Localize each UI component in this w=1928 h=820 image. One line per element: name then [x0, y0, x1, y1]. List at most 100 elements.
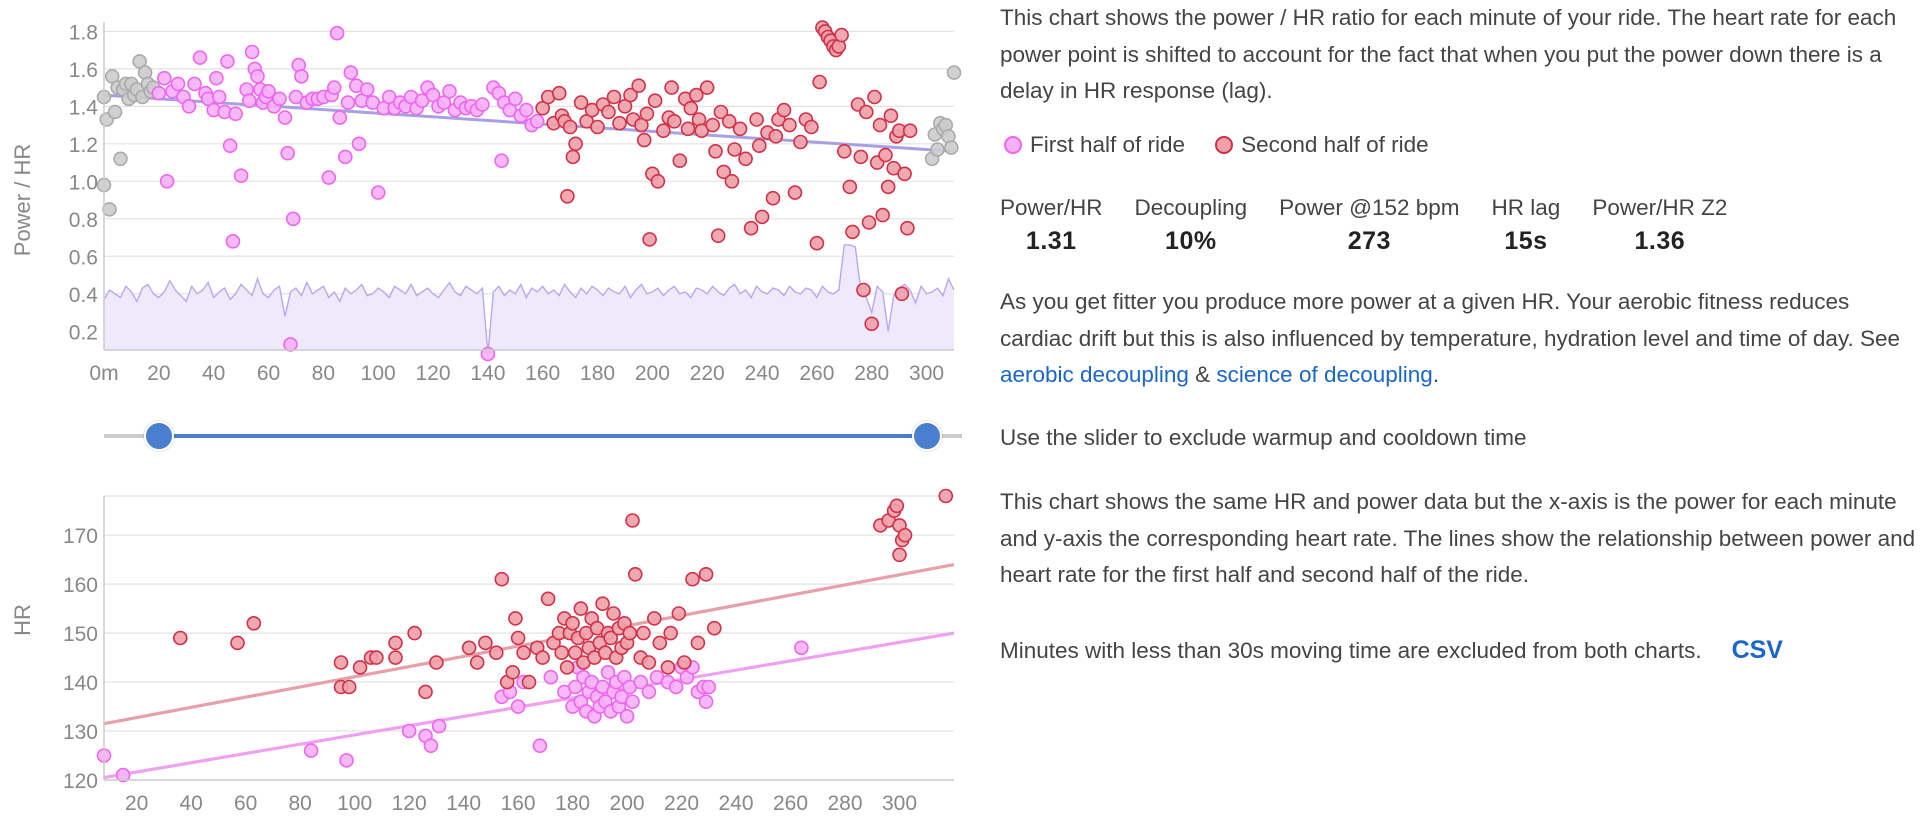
- data-point: [192, 50, 208, 65]
- data-point: [285, 211, 301, 227]
- data-point: [573, 95, 589, 110]
- data-point: [812, 74, 827, 90]
- x-tick-label: 20: [125, 792, 148, 815]
- legend-second-half: Second half of ride: [1215, 132, 1429, 158]
- data-point: [872, 117, 888, 133]
- stat-value: 10%: [1165, 227, 1217, 255]
- x-tick-label: 300: [909, 362, 944, 385]
- data-point: [631, 78, 647, 93]
- data-point: [664, 80, 679, 95]
- data-point: [793, 134, 808, 150]
- data-point: [698, 694, 714, 709]
- data-point: [157, 70, 172, 86]
- data-point: [676, 655, 692, 670]
- y-tick-label: 1.0: [69, 171, 98, 194]
- data-point: [554, 645, 570, 660]
- aerobic-decoupling-link[interactable]: aerobic decoupling: [1000, 362, 1189, 387]
- data-point: [688, 87, 704, 103]
- slider-end-handle[interactable]: [911, 421, 942, 451]
- data-point: [102, 202, 117, 217]
- data-point: [211, 89, 227, 105]
- data-point: [418, 684, 433, 700]
- fitness-paragraph: As you get fitter you produce more power…: [1000, 284, 1920, 394]
- x-tick-label: 100: [337, 792, 372, 815]
- x-tick-label: 240: [745, 362, 780, 385]
- data-point: [636, 132, 652, 148]
- data-point: [565, 149, 581, 165]
- x-tick-label: 60: [234, 792, 257, 815]
- data-point: [883, 108, 899, 123]
- data-point: [680, 121, 696, 137]
- y-tick-label: 160: [63, 574, 98, 597]
- data-point: [535, 650, 550, 665]
- x-tick-label: 260: [773, 792, 808, 815]
- excluded-note-row: Minutes with less than 30s moving time a…: [1000, 632, 1920, 670]
- legend: First half of ride Second half of ride: [1004, 132, 1459, 158]
- data-point: [724, 174, 740, 189]
- data-point: [943, 140, 959, 155]
- data-point: [623, 87, 638, 103]
- x-tick-label: 40: [179, 792, 202, 815]
- data-point: [352, 660, 368, 675]
- data-point: [606, 606, 621, 621]
- data-point: [636, 625, 651, 641]
- data-point: [475, 97, 490, 112]
- data-point: [787, 185, 803, 200]
- data-point: [151, 85, 167, 101]
- data-point: [900, 220, 915, 236]
- fitness-text: As you get fitter you produce more power…: [1000, 284, 1920, 394]
- data-point: [333, 655, 349, 670]
- y-axis-label: Power / HR: [10, 144, 35, 256]
- data-point: [897, 527, 913, 543]
- data-point: [660, 660, 676, 675]
- data-point: [710, 228, 726, 243]
- data-point: [423, 738, 439, 754]
- science-of-decoupling-link[interactable]: science of decoupling: [1216, 362, 1433, 387]
- x-tick-label: 60: [257, 362, 280, 385]
- second-half-swatch: [1215, 136, 1234, 154]
- data-point: [652, 635, 668, 651]
- data-point: [650, 174, 666, 189]
- data-point: [625, 513, 640, 528]
- data-point: [878, 147, 893, 163]
- x-tick-label: 160: [525, 362, 560, 385]
- x-tick-label: 140: [446, 792, 481, 815]
- data-point: [834, 27, 849, 43]
- stat-value: 1.36: [1634, 227, 1686, 255]
- data-point: [518, 102, 534, 118]
- data-point: [946, 65, 962, 80]
- data-point: [521, 674, 537, 690]
- data-point: [641, 655, 657, 670]
- data-point: [277, 110, 293, 125]
- range-slider[interactable]: [96, 418, 962, 454]
- data-point: [685, 571, 700, 587]
- data-point: [107, 104, 123, 120]
- data-point: [283, 337, 298, 352]
- data-point: [721, 114, 737, 129]
- x-tick-label: 300: [882, 792, 917, 815]
- legend-first-label: First half of ride: [1030, 132, 1186, 157]
- csv-download-link[interactable]: CSV: [1731, 636, 1783, 664]
- data-point: [250, 69, 265, 84]
- data-point: [170, 76, 186, 92]
- data-point: [280, 145, 296, 161]
- x-tick-label: 280: [854, 362, 889, 385]
- intro-text: This chart shows the power / HR ratio fo…: [1000, 0, 1920, 110]
- data-point: [508, 611, 523, 626]
- data-point: [647, 93, 663, 108]
- data-point: [246, 616, 262, 631]
- data-point: [407, 625, 422, 641]
- data-point: [261, 84, 276, 99]
- data-point: [337, 149, 353, 165]
- x-tick-label: 20: [147, 362, 170, 385]
- slider-start-handle[interactable]: [143, 421, 174, 451]
- data-point: [244, 44, 260, 60]
- excluded-note-text: Minutes with less than 30s moving time a…: [1000, 638, 1702, 663]
- data-point: [683, 100, 699, 116]
- data-point: [619, 709, 635, 724]
- data-point: [603, 630, 619, 646]
- data-point: [867, 89, 882, 105]
- data-point: [209, 70, 224, 86]
- data-point: [864, 316, 880, 332]
- data-point: [359, 82, 375, 97]
